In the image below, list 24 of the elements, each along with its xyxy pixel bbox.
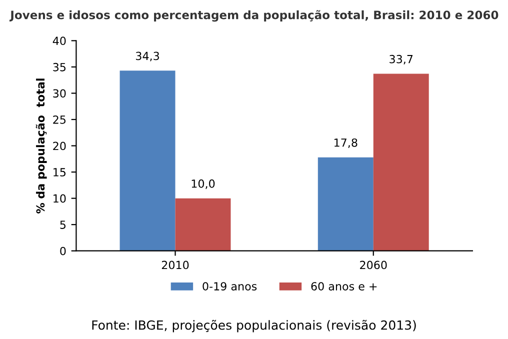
data-label: 34,3 (136, 52, 160, 62)
data-label: 10,0 (192, 179, 215, 189)
y-tick-label: 10 (54, 194, 66, 203)
legend-label: 60 anos e + (311, 282, 377, 290)
chart-title: Jovens e idosos como percentagem da população total, Brasil: 2010 e 2060 (10, 10, 498, 22)
y-tick-label: 20 (53, 142, 66, 150)
bar (120, 70, 176, 251)
data-label: 17,8 (334, 138, 358, 148)
data-label: 33,7 (390, 54, 413, 64)
y-tick-label: 0 (60, 246, 66, 256)
y-tick-label: 30 (53, 89, 66, 98)
source-note: Fonte: IBGE, projeções populacionais (revisão 2013) (92, 320, 416, 332)
y-tick-label: 5 (60, 220, 66, 229)
x-tick-label: 2010 (162, 260, 189, 270)
bar (373, 74, 429, 251)
y-tick-label: 35 (53, 62, 66, 72)
y-axis-title: % da população total (36, 78, 47, 214)
x-tick-label: 2060 (360, 260, 387, 270)
legend-label: 0-19 anos (202, 282, 257, 290)
y-tick-label: 40 (52, 36, 66, 46)
y-tick-label: 15 (54, 168, 66, 176)
bar (175, 198, 231, 251)
bar (318, 157, 374, 251)
y-tick-label: 25 (53, 115, 66, 124)
